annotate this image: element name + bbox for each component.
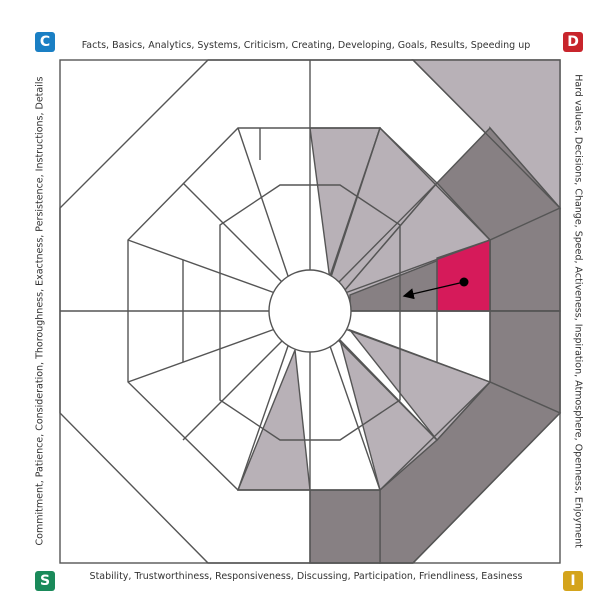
bottom-label: Stability, Trustworthiness, Responsivene… bbox=[89, 571, 523, 582]
center-circle bbox=[268, 269, 352, 353]
outer-octagon bbox=[59, 59, 561, 564]
d-badge: D bbox=[563, 32, 583, 52]
direction-arrow bbox=[402, 281, 465, 300]
c-badge: C bbox=[35, 32, 55, 52]
position-dot bbox=[459, 277, 469, 287]
s-badge: S bbox=[35, 571, 55, 591]
sector-bottom-right-a bbox=[338, 337, 439, 492]
i-badge: I bbox=[563, 571, 583, 591]
inner-octagon bbox=[219, 184, 401, 441]
top-label: Facts, Basics, Analytics, Systems, Criti… bbox=[81, 40, 531, 51]
outer-band-bottom bbox=[309, 489, 381, 564]
radial-lines bbox=[60, 60, 560, 563]
